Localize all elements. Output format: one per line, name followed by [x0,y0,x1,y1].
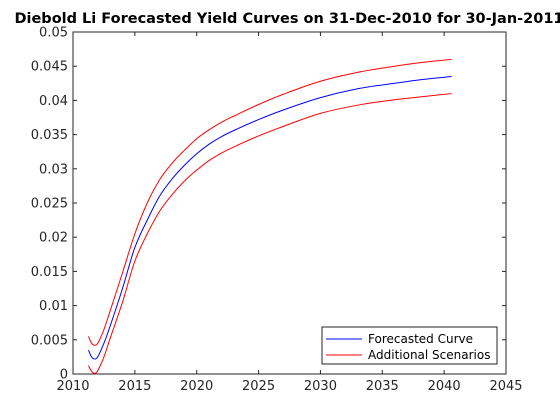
legend-label-forecasted-curve: Forecasted Curve [368,332,473,346]
x-tick-label: 2045 [489,379,522,394]
y-tick-label: 0.035 [31,128,68,143]
x-tick-label: 2025 [242,379,275,394]
y-tick-label: 0.05 [39,26,68,41]
x-tick-label: 2030 [304,379,337,394]
ticks-layer: 2010 2015 2020 2025 2030 2035 2040 2045 0 0.005 0.… [31,26,523,395]
y-tick-label: 0.02 [39,231,68,246]
legend-box [321,326,498,365]
x-tick-label: 2020 [180,379,213,394]
axes-box [72,31,507,375]
y-tick-label: 0.01 [39,299,68,314]
x-tick-label: 2010 [56,379,89,394]
y-tick-label: 0.005 [31,333,68,348]
x-tick-label: 2015 [118,379,151,394]
y-tick-label: 0.025 [31,197,68,212]
series-layer [88,58,452,374]
legend-label-additional-scenarios: Additional Scenarios [368,348,490,362]
y-tick-label: 0.045 [31,60,68,75]
y-tick-label: 0 [60,368,68,383]
x-tick-label: 2035 [366,379,399,394]
y-tick-label: 0.015 [31,265,68,280]
legend: Forecasted Curve Additional Scenarios [321,326,498,365]
additional-scenarios-line-2 [88,93,452,374]
y-tick-label: 0.03 [39,162,68,177]
plot-area: 2010 2015 2020 2025 2030 2035 2040 2045 0 0.005 0.… [31,26,523,395]
additional-scenarios-line-1 [88,58,452,346]
forecasted-curve-line-0 [88,75,452,360]
chart-title: Diebold Li Forecasted Yield Curves on 31… [14,11,560,27]
x-tick-label: 2040 [428,379,461,394]
y-tick-label: 0.04 [39,94,68,109]
